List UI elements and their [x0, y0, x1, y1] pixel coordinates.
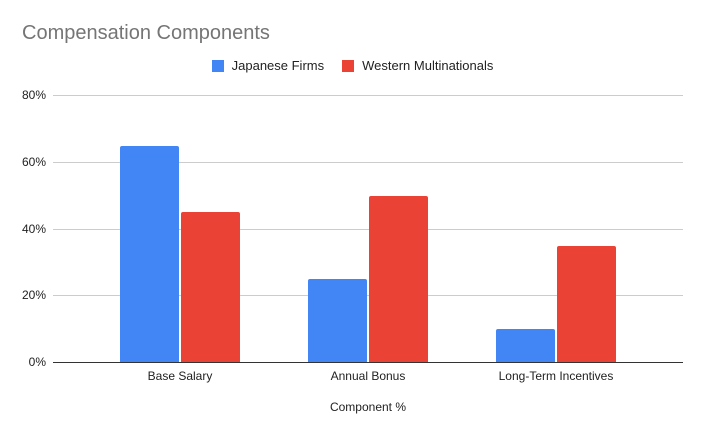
bar-annual-bonus-japanese[interactable] [308, 279, 367, 362]
x-tick: Long-Term Incentives [498, 369, 614, 383]
gridline [53, 162, 683, 163]
gridline [53, 95, 683, 96]
gridline [53, 229, 683, 230]
bar-base-salary-japanese[interactable] [120, 146, 179, 362]
legend-item-western-multinationals[interactable]: Western Multinationals [342, 58, 493, 73]
legend: Japanese Firms Western Multinationals [0, 58, 705, 73]
bar-lti-japanese[interactable] [496, 329, 555, 362]
x-axis-label: Component % [329, 400, 407, 414]
legend-item-japanese-firms[interactable]: Japanese Firms [211, 58, 325, 73]
x-tick: Annual Bonus [330, 369, 406, 383]
bar-annual-bonus-western[interactable] [369, 196, 428, 362]
chart-title: Compensation Components [22, 22, 270, 44]
y-tick: 40% [21, 222, 46, 236]
legend-label: Japanese Firms [231, 58, 325, 73]
bar-lti-western[interactable] [557, 246, 616, 362]
y-tick: 60% [21, 155, 46, 169]
y-tick: 0% [28, 355, 46, 369]
gridline [53, 295, 683, 296]
legend-swatch-red-icon [342, 59, 355, 72]
legend-swatch-blue-icon [211, 59, 224, 72]
y-tick: 80% [21, 88, 46, 102]
x-axis-line [53, 362, 683, 363]
legend-label: Western Multinationals [362, 58, 494, 73]
bar-base-salary-western[interactable] [181, 212, 240, 362]
y-tick: 20% [21, 288, 46, 302]
x-tick: Base Salary [147, 369, 213, 383]
